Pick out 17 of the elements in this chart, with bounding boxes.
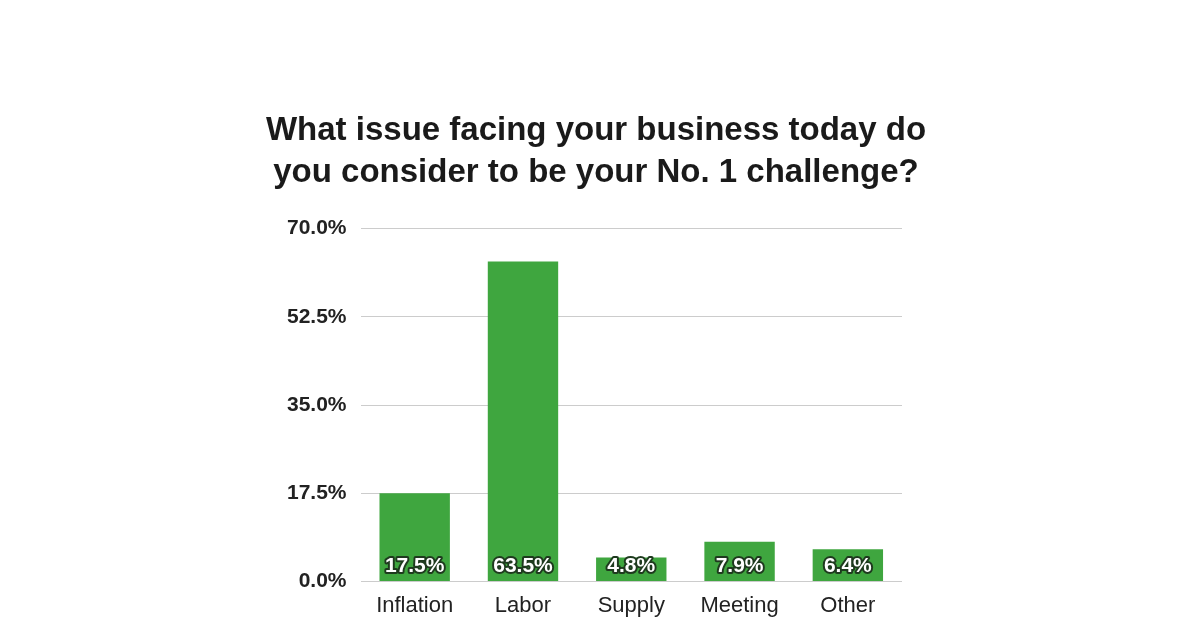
data-label: 4.8% — [607, 553, 656, 577]
data-label: 6.4% — [823, 553, 873, 577]
y-tick-label: 52.5% — [287, 303, 347, 327]
y-tick-label: 35.0% — [287, 391, 347, 415]
x-tick-label: Meeting — [700, 591, 779, 617]
x-tick-label: Labor — [494, 591, 552, 617]
data-label: 7.9% — [715, 553, 764, 577]
data-label: 17.5% — [384, 553, 445, 577]
data-label: 63.5% — [493, 553, 554, 577]
y-tick-label: 0.0% — [298, 568, 347, 592]
x-tick-label: Supply — [597, 591, 665, 617]
y-tick-label: 70.0% — [287, 215, 347, 239]
y-tick-label: 17.5% — [287, 480, 347, 504]
chart-title: What issue facing your business today do you consider to be your No. 1 challenge? — [264, 109, 928, 191]
x-tick-label: Other — [820, 591, 876, 617]
bar — [487, 261, 559, 582]
x-tick-label: Inflation — [376, 591, 454, 617]
